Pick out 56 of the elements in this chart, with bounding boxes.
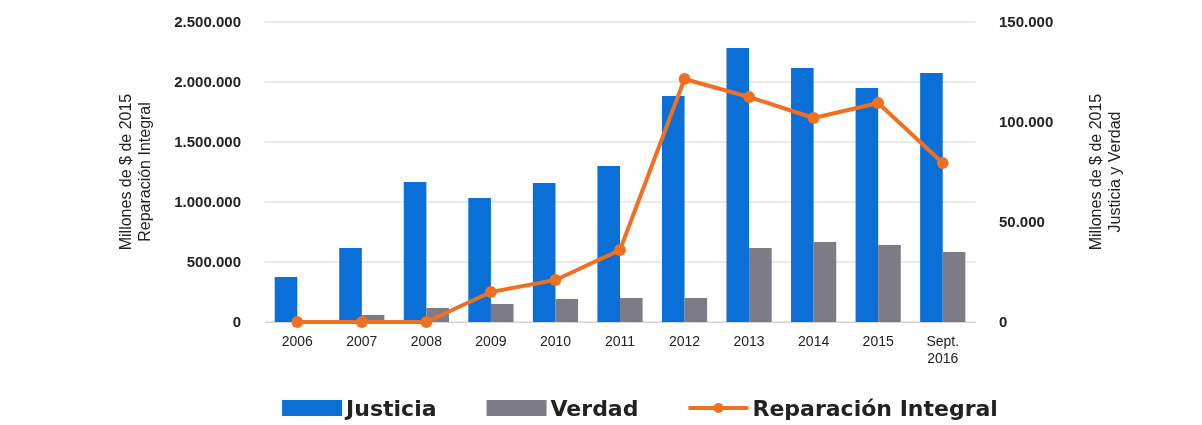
y2-tick-label: 100.000 — [999, 113, 1054, 131]
bar — [726, 48, 750, 322]
point — [614, 244, 626, 256]
x-tick-label: Sept. 2016 — [926, 332, 960, 366]
y2-tick-label: 0 — [999, 313, 1008, 331]
bar — [813, 242, 837, 322]
bar — [555, 299, 579, 322]
bar — [878, 245, 901, 322]
y-axis-title: Millones de $ de 2015 Reparación Integral — [117, 93, 154, 251]
bar — [749, 248, 772, 322]
x-tick-label: 2009 — [475, 332, 507, 349]
legend-label: Justicia — [344, 395, 437, 421]
legend-label: Reparación Integral — [752, 395, 998, 421]
x-tick-label: 2006 — [281, 332, 314, 349]
bar — [791, 68, 814, 322]
x-tick-label: 2011 — [604, 332, 636, 349]
x-tick-label: 2013 — [733, 332, 765, 349]
bar — [661, 96, 685, 322]
point — [678, 73, 691, 85]
point — [807, 112, 820, 124]
x-tick-label: 2015 — [862, 332, 894, 349]
x-tick-label: 2010 — [539, 332, 572, 349]
point — [355, 316, 368, 328]
y-tick-label: 2.500.000 — [174, 13, 241, 31]
y-tick-label: 500.000 — [186, 253, 241, 271]
legend-label: Verdad — [550, 395, 639, 421]
bar — [339, 248, 362, 322]
x-tick-label: 2007 — [346, 332, 378, 349]
bar — [942, 252, 966, 322]
y2-axis-title: Millones de $ de 2015 Justicia y Verdad — [1087, 93, 1124, 251]
point — [291, 316, 304, 328]
point — [549, 274, 562, 286]
bar — [597, 166, 620, 322]
bar — [855, 88, 879, 322]
point — [743, 91, 756, 103]
point — [872, 97, 885, 109]
bar — [532, 183, 556, 322]
x-tick-label: 2012 — [668, 332, 701, 349]
y-tick-label: 2.000.000 — [174, 73, 241, 91]
y-tick-label: 1.000.000 — [174, 193, 241, 211]
x-tick-label: 2008 — [410, 332, 443, 349]
bar — [684, 298, 708, 322]
y2-tick-label: 150.000 — [999, 13, 1054, 31]
y-tick-label: 0 — [232, 313, 241, 331]
bar — [490, 304, 514, 322]
point — [484, 286, 497, 298]
y2-tick-label: 50.000 — [999, 213, 1045, 231]
point — [420, 316, 433, 328]
bar — [920, 73, 943, 322]
x-tick-label: 2014 — [798, 332, 830, 349]
bar — [468, 198, 491, 322]
point — [936, 157, 949, 169]
bar — [403, 182, 427, 322]
y-tick-label: 1.500.000 — [174, 133, 241, 151]
bar — [274, 277, 298, 322]
bar — [620, 298, 643, 322]
